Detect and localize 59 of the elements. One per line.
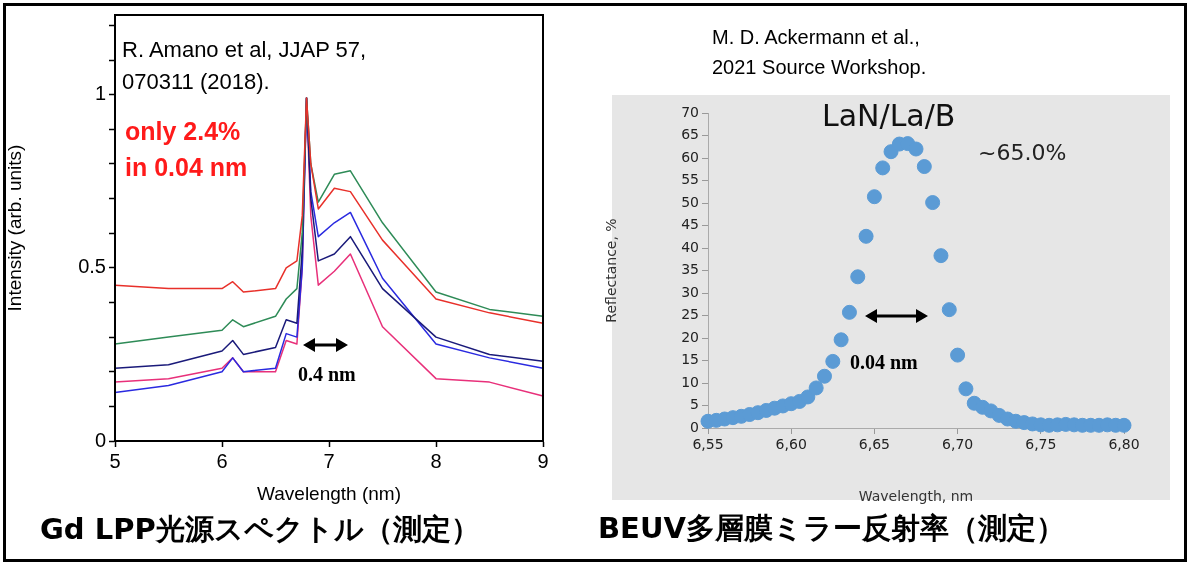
y-tick-label: 70 <box>681 103 699 120</box>
y-tick-label: 55 <box>681 171 699 188</box>
point <box>850 269 866 285</box>
point <box>825 353 841 369</box>
x-axis-title: Wavelength, nm <box>858 488 974 505</box>
x-tick-label: 6,75 <box>1025 436 1057 453</box>
point <box>925 195 941 211</box>
chart-title: LaN/La/B <box>822 98 956 133</box>
point <box>808 380 824 396</box>
y-tick-label: 60 <box>681 148 699 165</box>
y-tick-label: 45 <box>681 216 699 233</box>
point <box>800 389 816 405</box>
point <box>933 248 949 264</box>
point <box>941 302 957 318</box>
x-tick-label: 5 <box>109 449 121 472</box>
point <box>908 141 924 157</box>
point <box>841 304 857 320</box>
y-tick-label: 0 <box>690 418 699 435</box>
y-axis-title: Intensity (arb. units) <box>3 144 25 312</box>
y-tick-label: 15 <box>681 351 699 368</box>
annotation: 0.4 nm <box>298 362 356 386</box>
y-tick-label: 10 <box>681 373 699 390</box>
y-tick-label: 0 <box>94 428 106 451</box>
y-tick-label: 5 <box>690 396 699 413</box>
y-tick-label: 25 <box>681 306 699 323</box>
x-axis-title: Wavelength (nm) <box>257 482 401 504</box>
text: BEUV多層膜ミラー反射率（測定） <box>598 510 1065 546</box>
x-tick-label: 6,65 <box>858 436 890 453</box>
point <box>816 368 832 384</box>
x-tick-label: 6,60 <box>775 436 807 453</box>
x-tick-label: 6 <box>216 449 228 472</box>
x-tick-label: 6,70 <box>942 436 974 453</box>
point <box>958 381 974 397</box>
y-tick-label: 65 <box>681 126 699 143</box>
point <box>950 347 966 363</box>
annotation: ~65.0% <box>978 140 1067 166</box>
y-axis-title: Reflectance, % <box>603 218 620 323</box>
x-tick-label: 8 <box>430 449 442 472</box>
point <box>875 160 891 176</box>
annotation: 0.04 nm <box>850 350 918 374</box>
y-tick-label: 0.5 <box>78 255 106 278</box>
text: M. D. Ackermann et al., 2021 Source Workshop. <box>712 25 927 80</box>
y-tick-label: 30 <box>681 283 699 300</box>
y-tick-label: 20 <box>681 328 699 345</box>
text: Gd LPP光源スペクトル（測定） <box>40 511 480 548</box>
x-tick-label: 9 <box>537 449 549 472</box>
point <box>916 159 932 175</box>
annotation: only 2.4% in 0.04 nm <box>125 116 248 183</box>
point <box>833 332 849 348</box>
annotation: R. Amano et al, JJAP 57, 070311 (2018). <box>122 36 367 96</box>
y-tick-label: 35 <box>681 261 699 278</box>
y-tick-label: 40 <box>681 238 699 255</box>
point <box>866 189 882 205</box>
point <box>858 228 874 244</box>
x-tick-label: 6,80 <box>1108 436 1140 453</box>
y-tick-label: 50 <box>681 193 699 210</box>
y-tick-label: 1 <box>94 82 106 105</box>
x-tick-label: 7 <box>323 449 335 472</box>
x-tick-label: 6,55 <box>692 436 724 453</box>
